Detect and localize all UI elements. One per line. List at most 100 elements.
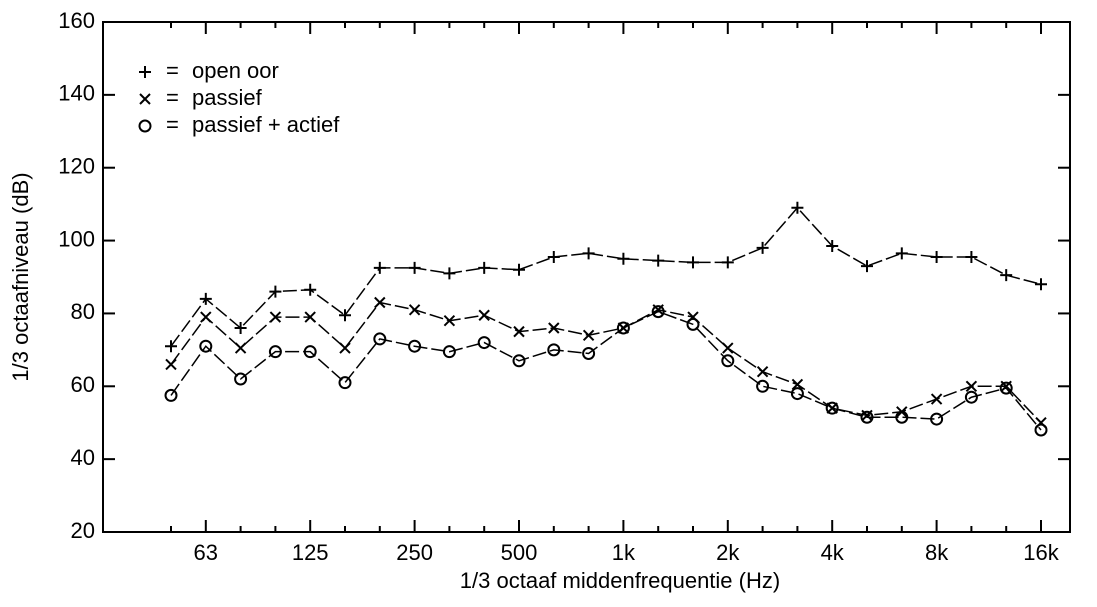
marker bbox=[200, 311, 212, 323]
marker bbox=[825, 401, 839, 415]
marker bbox=[339, 342, 351, 354]
legend-separator: = bbox=[166, 112, 179, 137]
marker bbox=[478, 309, 490, 321]
marker bbox=[652, 254, 665, 267]
x-tick-label: 2k bbox=[716, 540, 740, 565]
marker bbox=[269, 311, 282, 323]
marker bbox=[234, 342, 247, 354]
marker bbox=[165, 358, 177, 371]
marker bbox=[895, 410, 909, 424]
legend-label: passief + actief bbox=[192, 112, 340, 137]
marker bbox=[861, 260, 873, 273]
marker bbox=[138, 119, 152, 133]
series-line bbox=[170, 206, 1042, 347]
marker bbox=[791, 201, 804, 214]
marker bbox=[1035, 278, 1047, 291]
series-line bbox=[170, 301, 1042, 424]
series-line bbox=[170, 310, 1042, 431]
marker bbox=[721, 256, 734, 269]
marker bbox=[895, 247, 908, 260]
marker bbox=[721, 354, 735, 368]
marker bbox=[199, 292, 212, 305]
marker bbox=[339, 309, 351, 322]
marker bbox=[687, 256, 699, 269]
marker bbox=[234, 322, 247, 334]
marker bbox=[199, 339, 213, 353]
x-tick-label: 63 bbox=[194, 540, 218, 565]
marker bbox=[547, 250, 560, 263]
marker bbox=[234, 372, 248, 386]
x-tick-label: 8k bbox=[925, 540, 949, 565]
x-tick-label: 1k bbox=[612, 540, 636, 565]
marker bbox=[722, 342, 734, 354]
marker bbox=[964, 390, 978, 404]
marker bbox=[826, 240, 839, 253]
marker bbox=[617, 252, 630, 265]
marker bbox=[443, 267, 456, 280]
marker bbox=[965, 250, 978, 263]
x-tick-label: 250 bbox=[396, 540, 433, 565]
marker bbox=[374, 296, 386, 309]
marker bbox=[790, 387, 804, 401]
legend-separator: = bbox=[166, 58, 179, 83]
x-tick-label: 500 bbox=[501, 540, 538, 565]
y-tick-label: 120 bbox=[58, 154, 95, 179]
y-tick-label: 60 bbox=[71, 372, 95, 397]
marker bbox=[304, 283, 317, 296]
marker bbox=[373, 261, 386, 274]
marker bbox=[860, 410, 874, 424]
marker bbox=[930, 393, 943, 405]
y-tick-label: 140 bbox=[58, 81, 95, 106]
marker bbox=[165, 340, 177, 353]
marker bbox=[139, 66, 151, 78]
marker bbox=[268, 345, 282, 359]
y-tick-label: 160 bbox=[58, 8, 95, 33]
marker bbox=[304, 311, 316, 323]
marker bbox=[512, 354, 526, 368]
y-tick-label: 100 bbox=[58, 226, 95, 251]
marker bbox=[1034, 423, 1048, 437]
plot-frame bbox=[102, 21, 1071, 533]
legend-label: open oor bbox=[192, 58, 279, 83]
marker bbox=[582, 329, 595, 341]
marker bbox=[756, 241, 769, 254]
marker bbox=[513, 325, 525, 338]
legend-label: passief bbox=[192, 85, 263, 110]
marker bbox=[408, 261, 421, 274]
marker bbox=[477, 336, 491, 350]
marker bbox=[303, 345, 317, 359]
marker bbox=[139, 93, 151, 105]
marker bbox=[582, 247, 595, 260]
marker bbox=[1000, 269, 1013, 282]
marker bbox=[408, 304, 421, 316]
y-tick-label: 40 bbox=[71, 445, 95, 470]
marker bbox=[373, 332, 387, 346]
marker bbox=[930, 412, 944, 426]
x-tick-label: 125 bbox=[292, 540, 329, 565]
marker bbox=[478, 261, 491, 274]
y-tick-label: 20 bbox=[71, 518, 95, 543]
y-axis-label: 1/3 octaafniveau (dB) bbox=[8, 172, 33, 381]
marker bbox=[756, 366, 769, 378]
marker bbox=[442, 345, 456, 359]
marker bbox=[616, 321, 630, 335]
y-tick-label: 80 bbox=[71, 299, 95, 324]
marker bbox=[547, 343, 561, 357]
marker bbox=[651, 305, 665, 319]
legend-separator: = bbox=[166, 85, 179, 110]
marker bbox=[930, 250, 943, 263]
marker bbox=[269, 285, 282, 298]
marker bbox=[686, 317, 700, 331]
marker bbox=[999, 381, 1013, 395]
marker bbox=[338, 376, 352, 390]
x-axis-label: 1/3 octaaf middenfrequentie (Hz) bbox=[460, 568, 780, 593]
marker bbox=[513, 263, 525, 276]
x-tick-label: 16k bbox=[1023, 540, 1059, 565]
marker bbox=[791, 378, 804, 391]
marker bbox=[443, 315, 456, 327]
marker bbox=[164, 388, 178, 402]
marker bbox=[548, 322, 560, 334]
marker bbox=[965, 380, 978, 392]
